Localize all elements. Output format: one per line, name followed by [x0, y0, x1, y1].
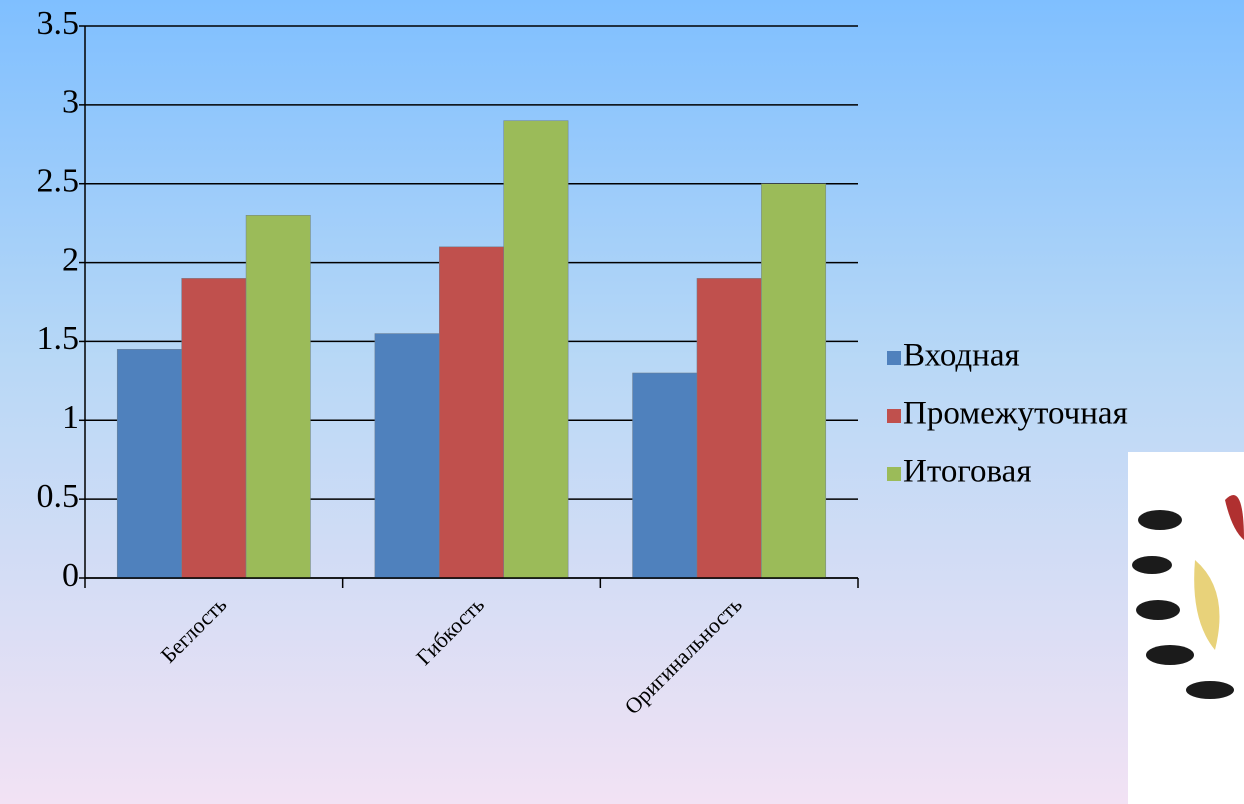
- bar: [245, 215, 311, 579]
- y-tick-label: 0.5: [37, 478, 80, 515]
- legend-swatch: [887, 467, 901, 481]
- wing-spot: [1146, 645, 1194, 665]
- bar: [761, 183, 827, 579]
- y-tick-label: 3.5: [37, 5, 80, 42]
- bar: [181, 278, 247, 579]
- x-tick-label: Гибкость: [411, 592, 489, 670]
- x-tick-label: Оригинальность: [619, 592, 746, 719]
- picture-frame: [1128, 452, 1244, 804]
- wing-spot: [1136, 600, 1180, 620]
- wing-spot: [1186, 681, 1234, 699]
- wing-spot: [1132, 556, 1172, 574]
- legend-label: Входная: [903, 338, 1020, 374]
- bar: [696, 278, 762, 579]
- y-tick-label: 1: [62, 399, 79, 436]
- legend-swatch: [887, 351, 901, 365]
- bar: [632, 372, 698, 579]
- decorative-picture: [1128, 452, 1244, 804]
- y-tick-label: 2: [62, 241, 79, 278]
- bar: [503, 120, 569, 579]
- wing: [1194, 560, 1220, 650]
- legend: Входная Промежуточная Итоговая: [887, 338, 1128, 490]
- y-tick-label: 0: [62, 557, 79, 594]
- bar: [374, 333, 440, 579]
- x-tick-label: Беглость: [156, 592, 232, 668]
- wing-spot: [1138, 510, 1182, 530]
- y-tick-label: 2.5: [37, 163, 80, 200]
- legend-swatch: [887, 409, 901, 423]
- legend-label: Промежуточная: [903, 396, 1128, 432]
- bar: [439, 246, 504, 579]
- y-tick-label: 3: [62, 84, 79, 121]
- legend-label: Итоговая: [903, 454, 1032, 490]
- bar: [116, 349, 182, 579]
- wing: [1225, 495, 1244, 540]
- y-tick-label: 1.5: [37, 320, 80, 357]
